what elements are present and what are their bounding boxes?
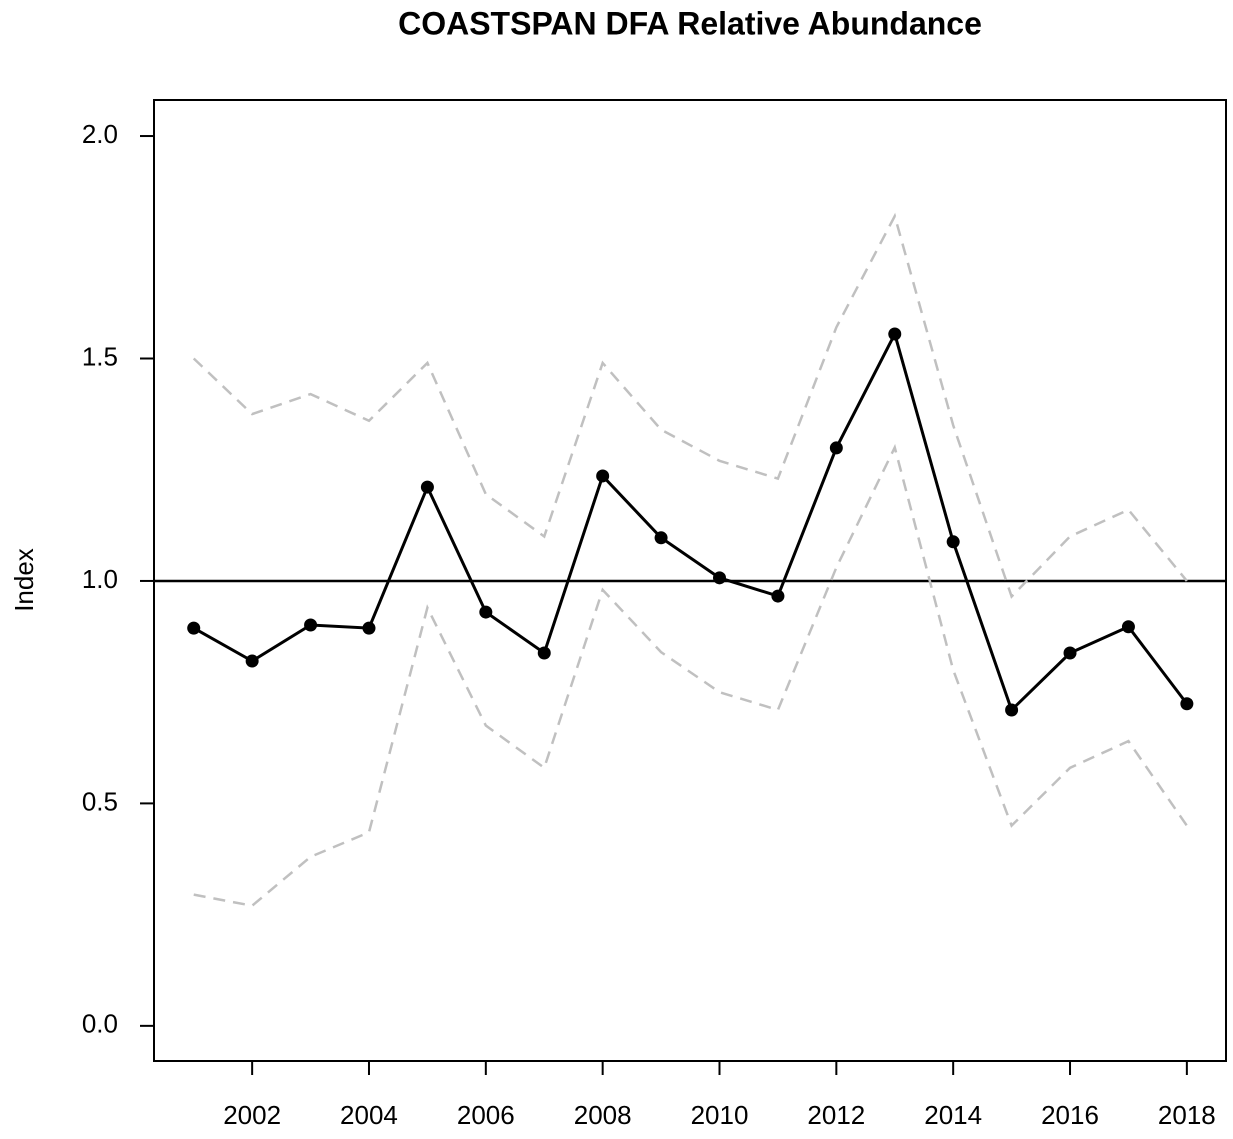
y-axis-label: Index [9, 548, 39, 612]
data-point [771, 589, 785, 603]
x-tick-label: 2014 [924, 1100, 982, 1130]
y-tick-label: 1.0 [82, 564, 118, 594]
data-point [362, 621, 376, 635]
data-point [654, 531, 668, 545]
data-point [1180, 697, 1194, 711]
y-tick-label: 0.0 [82, 1009, 118, 1039]
x-tick-label: 2016 [1041, 1100, 1099, 1130]
y-tick-label: 1.5 [82, 341, 118, 371]
data-point [245, 654, 259, 668]
x-tick-label: 2008 [574, 1100, 632, 1130]
data-point [1005, 703, 1019, 717]
series-line [192, 329, 1189, 713]
series-line [192, 212, 1188, 599]
data-point [479, 605, 493, 619]
y-tick-label: 0.5 [82, 786, 118, 816]
data-point [888, 327, 902, 341]
series-line [193, 443, 1188, 908]
data-point [187, 621, 201, 635]
data-point [304, 618, 318, 632]
x-tick-label: 2006 [457, 1100, 515, 1130]
data-point [1121, 620, 1135, 634]
data-point [420, 480, 434, 494]
data-point [713, 571, 727, 585]
y-tick-label: 2.0 [82, 119, 118, 149]
x-tick-label: 2004 [340, 1100, 398, 1130]
x-tick-label: 2012 [807, 1100, 865, 1130]
data-point [596, 469, 610, 483]
x-tick-label: 2010 [691, 1100, 749, 1130]
data-point [537, 646, 551, 660]
data-point [946, 535, 960, 549]
data-point [1063, 646, 1077, 660]
chart-title: COASTSPAN DFA Relative Abundance [398, 5, 982, 41]
x-tick-label: 2018 [1158, 1100, 1216, 1130]
data-point [829, 441, 843, 455]
x-tick-label: 2002 [223, 1100, 281, 1130]
